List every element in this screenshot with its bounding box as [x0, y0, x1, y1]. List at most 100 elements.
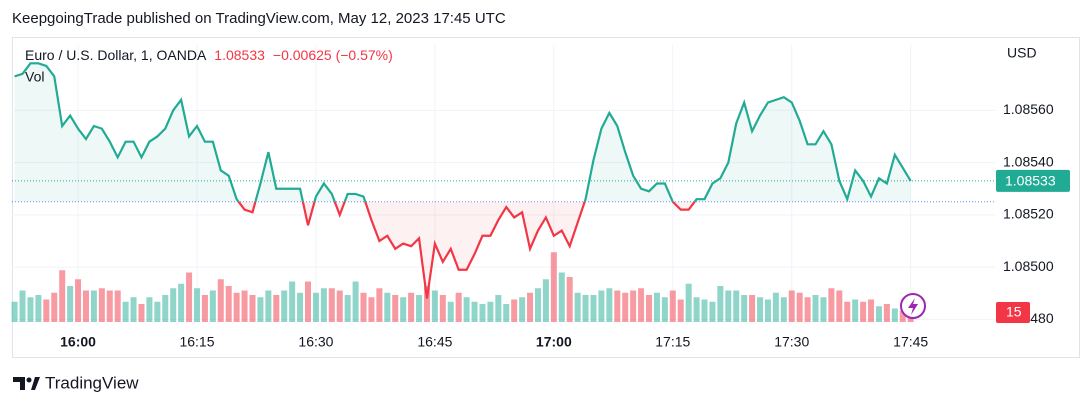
volume-bar	[384, 292, 391, 322]
volume-bar	[772, 292, 779, 322]
x-tick-label: 16:45	[417, 334, 452, 350]
volume-bar	[828, 288, 835, 322]
volume-bar	[550, 252, 557, 322]
volume-bar	[677, 299, 684, 322]
volume-bar	[138, 304, 145, 322]
volume-bar	[257, 297, 264, 322]
price-line-up	[14, 62, 912, 202]
volume-bar	[178, 283, 185, 322]
volume-bar	[249, 295, 256, 322]
x-tick-label: 16:15	[179, 334, 214, 350]
volume-bar	[281, 290, 288, 322]
y-tick-label: 1.08520	[1003, 206, 1054, 222]
volume-bar	[51, 292, 58, 322]
volume-bar	[305, 281, 312, 322]
volume-bar	[630, 290, 637, 322]
volume-bar	[98, 288, 105, 322]
volume-bar	[209, 290, 216, 322]
price-badge	[996, 169, 1070, 192]
price-line-down	[237, 201, 848, 299]
volume-bar	[883, 304, 890, 322]
volume-bar	[899, 310, 906, 322]
volume-bar	[122, 301, 129, 322]
x-tick-label: 17:30	[774, 334, 809, 350]
volume-bar	[439, 295, 446, 322]
volume-bar	[653, 292, 660, 322]
chart-frame	[12, 37, 1080, 358]
volume-bar	[82, 290, 89, 322]
plot: 1.085601.085401.085201.085001.0848016:00…	[11, 45, 1070, 350]
volume-bar	[320, 288, 327, 322]
volume-bar	[764, 299, 771, 322]
volume-bar	[757, 297, 764, 322]
volume-bar	[780, 297, 787, 322]
volume-bar	[90, 290, 97, 322]
volume-bar	[685, 283, 692, 322]
volume-bar	[844, 301, 851, 322]
volume-bar	[693, 297, 700, 322]
area-down	[238, 201, 695, 299]
volume-bar	[566, 277, 573, 322]
volume-bar	[455, 292, 462, 322]
volume-bar	[511, 299, 518, 322]
volume-bar	[646, 295, 652, 322]
volume-bar	[217, 279, 224, 322]
volume-bar	[749, 295, 756, 322]
volume-bar	[812, 295, 819, 322]
volume-badge	[996, 302, 1030, 323]
volume-bar	[408, 292, 415, 322]
volume-bar	[11, 301, 18, 322]
volume-bar	[463, 297, 470, 322]
volume-bar	[186, 272, 193, 322]
volume-bar	[376, 288, 383, 322]
volume-bar	[487, 301, 494, 322]
last-price: 1.08533	[214, 47, 265, 63]
volume-bar	[804, 297, 811, 322]
volume-bar	[868, 299, 875, 322]
volume-bar	[788, 290, 795, 322]
y-tick-label: 1.08500	[1003, 258, 1054, 274]
volume-bar	[606, 288, 613, 322]
volume-bar	[495, 295, 502, 322]
volume-bar	[170, 288, 177, 322]
volume-bar	[852, 299, 859, 322]
volume-bar	[622, 292, 629, 322]
volume-bar	[820, 297, 827, 322]
volume-bar	[59, 270, 66, 322]
volume-bar	[352, 281, 359, 322]
volume-bar	[598, 290, 605, 322]
volume-bar	[154, 301, 161, 322]
volume-bar	[479, 304, 486, 322]
volume-bar	[614, 290, 621, 322]
volume-bar	[67, 286, 74, 322]
currency: USD	[1007, 45, 1037, 61]
volume-bar	[368, 297, 375, 322]
volume-bar	[590, 295, 597, 322]
volume-bar	[273, 295, 280, 322]
volume-bar	[574, 292, 581, 322]
volume-bar	[534, 288, 541, 322]
volume-bar	[447, 301, 454, 322]
volume-bar	[796, 292, 803, 322]
volume-badge-label: 15	[1006, 304, 1022, 320]
price-change: −0.00625 (−0.57%)	[273, 47, 393, 63]
volume-label: Vol	[25, 69, 44, 85]
volume-bar	[400, 297, 407, 322]
volume-bar	[733, 290, 740, 322]
volume-bar	[312, 292, 319, 322]
volume-bar	[836, 290, 843, 322]
volume-bar	[519, 297, 526, 322]
y-tick-label: 1.08540	[1003, 153, 1054, 169]
volume-bar	[558, 272, 565, 322]
volume-bar	[130, 297, 137, 322]
volume-bar	[423, 286, 430, 322]
volume-bar	[201, 295, 208, 322]
page-title: KeepgoingTrade published on TradingView.…	[12, 10, 506, 27]
volume-bar	[661, 297, 668, 322]
volume-bar	[241, 290, 248, 322]
symbol: Euro / U.S. Dollar, 1, OANDA	[25, 47, 207, 63]
volume-bar	[860, 301, 867, 322]
volume-bar	[27, 297, 34, 322]
volume-bar	[289, 281, 296, 322]
y-tick-label: 1.08560	[1003, 101, 1054, 117]
